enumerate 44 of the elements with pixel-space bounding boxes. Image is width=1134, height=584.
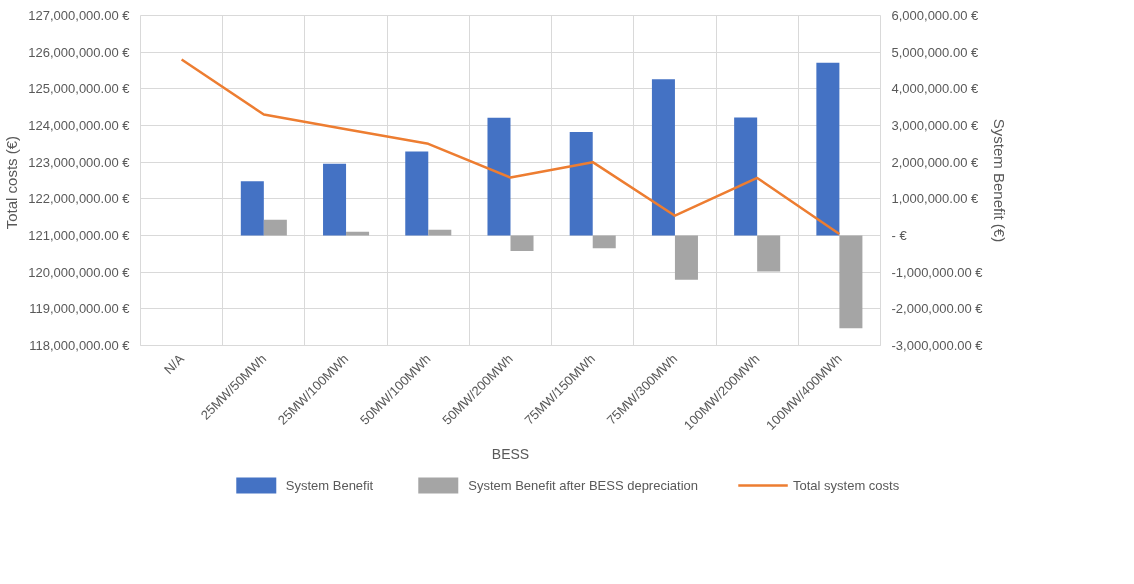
y-tick-label: 126,000,000.00 €	[28, 44, 131, 60]
y2-axis-title: System Benefit (€)	[990, 118, 1008, 243]
bar	[405, 151, 429, 236]
y-tick-label: 123,000,000.00 €	[28, 154, 131, 170]
legend-label: System Benefit after BESS depreciation	[468, 477, 699, 493]
y2-tick-label: -2,000,000.00 €	[891, 301, 984, 317]
y-tick-label: 121,000,000.00 €	[28, 228, 131, 243]
y2-tick-label: 5,000,000.00 €	[891, 44, 980, 60]
bar	[757, 235, 781, 272]
bar	[592, 235, 616, 249]
y2-tick-label: 6,000,000.00 €	[891, 8, 980, 23]
y-tick-label: 127,000,000.00 €	[28, 8, 131, 23]
y-tick-label: 119,000,000.00 €	[29, 301, 131, 317]
bar	[674, 235, 698, 280]
legend-label: System Benefit	[285, 477, 374, 493]
x-axis-title: BESS	[491, 446, 530, 463]
y2-tick-label: -3,000,000.00 €	[891, 338, 984, 353]
bar	[323, 163, 347, 236]
bar	[510, 235, 534, 251]
y2-tick-label: 2,000,000.00 €	[891, 154, 980, 170]
bar	[651, 79, 675, 236]
bar	[569, 132, 593, 236]
y-tick-label: 118,000,000.00 €	[29, 338, 131, 353]
bar	[263, 219, 287, 236]
y2-tick-label: 1,000,000.00 €	[891, 191, 980, 207]
y-tick-label: 124,000,000.00 €	[28, 118, 131, 133]
y2-tick-label: - €	[891, 228, 908, 243]
bar	[734, 117, 758, 236]
y-tick-label: 125,000,000.00 €	[28, 81, 131, 97]
bar	[346, 231, 370, 236]
y-tick-label: 122,000,000.00 €	[28, 191, 131, 207]
x-tick-label: N/A	[160, 350, 188, 378]
bar	[487, 117, 511, 236]
bar	[428, 229, 452, 236]
y-axis-title: Total costs (€)	[3, 135, 21, 230]
legend-label: Total system costs	[793, 477, 900, 493]
bar	[240, 181, 264, 236]
bar	[816, 62, 840, 236]
bar	[839, 235, 863, 329]
y2-tick-label: -1,000,000.00 €	[891, 264, 984, 280]
y-tick-label: 120,000,000.00 €	[28, 264, 131, 280]
y2-tick-label: 4,000,000.00 €	[891, 81, 980, 97]
line-series	[180, 58, 841, 236]
y2-tick-label: 3,000,000.00 €	[891, 118, 980, 133]
